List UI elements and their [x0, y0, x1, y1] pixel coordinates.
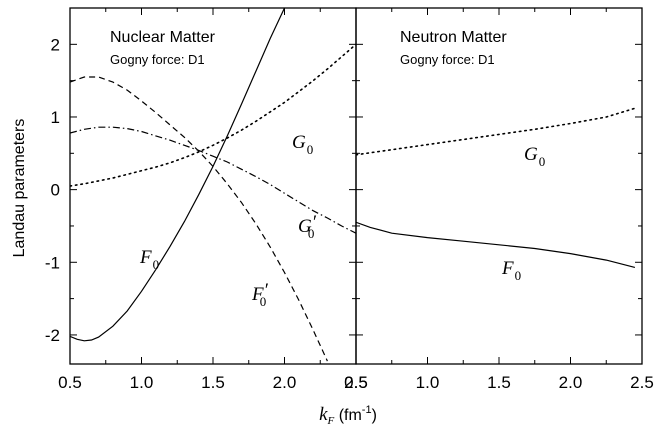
x-tick-label: 1.5 [201, 373, 225, 392]
x-tick-label: 1.5 [487, 373, 511, 392]
series-g0-prime-line [70, 126, 356, 234]
series-f0-line [356, 221, 636, 268]
panel-subtitle: Gogny force: D1 [400, 52, 495, 67]
series-label: G0 [524, 144, 545, 169]
x-axis-label-unit: (fm [334, 407, 362, 424]
series-g0-line [356, 107, 636, 156]
y-tick-label: -1 [45, 253, 60, 272]
x-axis-label-subscript: F [327, 415, 335, 427]
series-label: F′ 0 [251, 280, 269, 309]
x-tick-label: 2.5 [344, 373, 368, 392]
y-tick-label: -2 [45, 326, 60, 345]
x-axis-label-symbol: k [319, 404, 328, 425]
series-f0-prime-line [70, 76, 328, 362]
panel-neutron-matter: 0.5 1.0 1.5 2.0 2.5 Neutron Matter Gogny force… [344, 7, 654, 392]
series-g0-line [70, 43, 356, 187]
series-f0-line [70, 8, 286, 342]
x-axis-label-close: ) [372, 407, 377, 424]
x-tick-label: 2.5 [630, 373, 654, 392]
y-tick-label: 1 [51, 108, 60, 127]
x-tick-label: 0.5 [58, 373, 82, 392]
panel-nuclear-matter: 0.5 1.0 1.5 2.0 2.5 Nuclear Matter Gogny force… [58, 7, 368, 392]
y-tick-label: 0 [51, 181, 60, 200]
x-tick-label: 2.0 [273, 373, 297, 392]
plot-frame [355, 7, 643, 365]
panel-subtitle: Gogny force: D1 [110, 52, 205, 67]
series-label: F0 [501, 258, 521, 283]
x-tick-label: 1.0 [416, 373, 440, 392]
panel-title: Nuclear Matter [110, 29, 216, 46]
y-axis-label: Landau parameters [11, 119, 28, 258]
x-tick-label: 0.5 [344, 373, 368, 392]
y-tick-label: 2 [51, 35, 60, 54]
x-tick-label: 2.0 [559, 373, 583, 392]
series-label: F0 [139, 247, 159, 272]
series-label: G′ 0 [298, 212, 317, 241]
x-tick-label: 1.0 [130, 373, 154, 392]
x-axis-label: kF (fm-1) [319, 404, 377, 427]
y-axis-ticks: -2 -1 0 1 2 [45, 35, 60, 345]
x-axis-label-exponent: -1 [362, 404, 372, 416]
panel-title: Neutron Matter [400, 29, 507, 46]
series-label: G0 [292, 132, 313, 157]
